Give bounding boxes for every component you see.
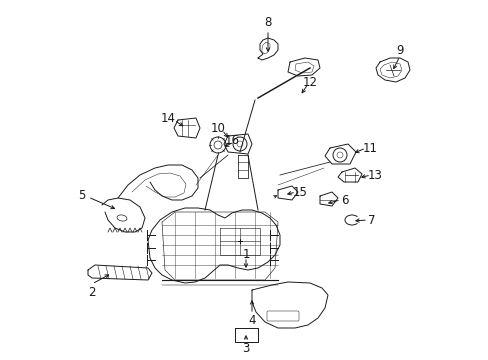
Text: 2: 2 xyxy=(88,285,96,298)
Text: 11: 11 xyxy=(362,141,377,154)
Text: 9: 9 xyxy=(395,44,403,57)
Text: 4: 4 xyxy=(248,314,255,327)
Text: 16: 16 xyxy=(224,134,239,147)
Text: 3: 3 xyxy=(242,342,249,355)
Text: 6: 6 xyxy=(341,194,348,207)
Text: 13: 13 xyxy=(367,168,382,181)
Text: 14: 14 xyxy=(160,112,175,125)
Text: 8: 8 xyxy=(264,15,271,28)
Text: 1: 1 xyxy=(242,248,249,261)
Text: 15: 15 xyxy=(292,185,307,198)
Text: 7: 7 xyxy=(367,213,375,226)
Text: 10: 10 xyxy=(210,122,225,135)
Text: 5: 5 xyxy=(78,189,85,202)
Text: 12: 12 xyxy=(302,76,317,89)
